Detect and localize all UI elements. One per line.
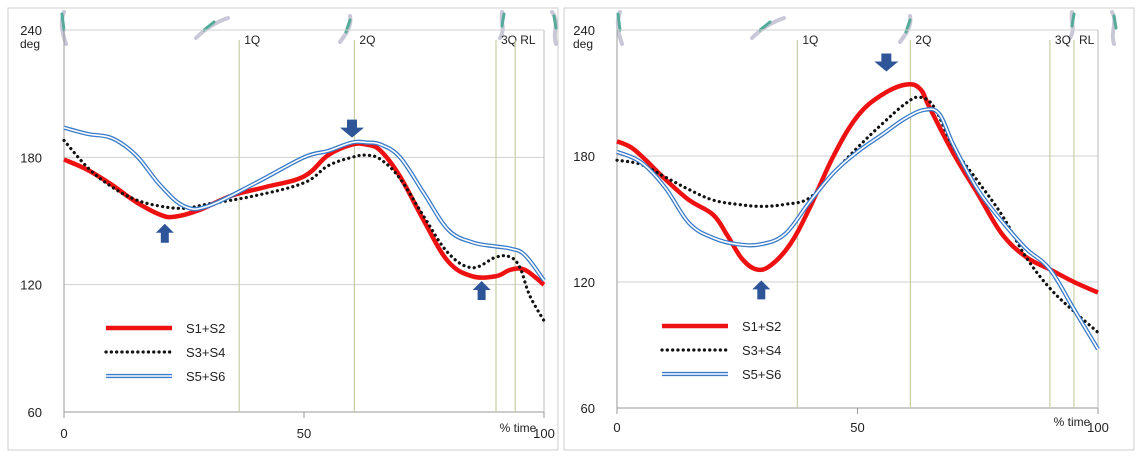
arrow-marker-up — [752, 280, 771, 300]
legend-label-1: S1+S2 — [742, 319, 781, 334]
series-line-2 — [62, 138, 546, 323]
y-tick-label: 60 — [28, 405, 42, 420]
series-line-3-inner — [616, 108, 1099, 350]
x-unit-label: % time — [1054, 415, 1091, 429]
x-tick-label: 100 — [1087, 420, 1109, 435]
x-tick-label: 0 — [613, 420, 620, 435]
series-line-3-inner — [63, 126, 545, 281]
phase-label-3q: 3Q — [1055, 33, 1071, 47]
x-unit-label: % time — [500, 421, 537, 435]
arrow-marker-down — [340, 119, 364, 138]
y-unit-label: deg — [573, 37, 593, 51]
phase-label-1q: 1Q — [244, 33, 260, 47]
y-unit-label: deg — [20, 37, 40, 51]
x-tick-label: 0 — [60, 426, 67, 441]
x-tick-label: 50 — [297, 426, 311, 441]
legend-label-1: S1+S2 — [186, 321, 225, 336]
x-tick-label: 100 — [533, 426, 555, 441]
posture-icons — [59, 10, 558, 46]
arrow-marker-up — [155, 223, 174, 243]
phase-label-2q: 2Q — [359, 33, 375, 47]
y-tick-label: 240 — [573, 23, 595, 38]
y-tick-label: 180 — [573, 149, 595, 164]
y-tick-label: 60 — [581, 401, 595, 416]
phase-label-rl: RL — [1079, 33, 1095, 47]
legend-label-3: S5+S6 — [186, 369, 225, 384]
legend-label-2: S3+S4 — [186, 345, 225, 360]
y-tick-label: 180 — [20, 150, 42, 165]
phase-label-1q: 1Q — [802, 33, 818, 47]
phase-label-3q: 3Q — [501, 33, 517, 47]
legend-label-3: S5+S6 — [742, 367, 781, 382]
y-tick-label: 120 — [573, 275, 595, 290]
x-tick-label: 50 — [850, 420, 864, 435]
series-line-1 — [616, 81, 1099, 295]
y-tick-label: 240 — [20, 23, 42, 38]
y-tick-label: 120 — [20, 278, 42, 293]
arrow-marker-up — [472, 281, 491, 301]
phase-label-2q: 2Q — [915, 33, 931, 47]
legend-label-2: S3+S4 — [742, 343, 781, 358]
phase-label-rl: RL — [520, 33, 536, 47]
arrow-marker-down — [874, 53, 899, 72]
